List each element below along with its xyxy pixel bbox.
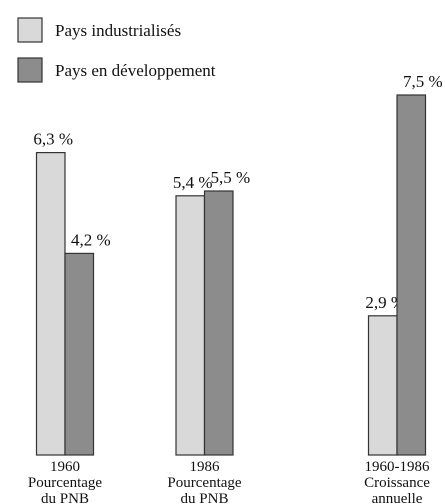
x-tick-label: 1960-1986 (365, 459, 430, 475)
bar (64, 252, 95, 456)
x-tick-label: du PNB (41, 491, 89, 504)
x-tick-label: 1986 (190, 459, 221, 475)
bar (35, 152, 66, 456)
value-label: 7,5 % (403, 72, 443, 91)
bar (367, 315, 398, 456)
bar (175, 195, 206, 456)
value-label: 5,4 % (173, 173, 213, 192)
value-label: 6,3 % (33, 130, 73, 149)
x-tick-label: 1960 (50, 459, 80, 475)
bar (396, 94, 427, 456)
value-label: 5,5 % (211, 168, 251, 187)
x-tick-label: Pourcentage (28, 475, 102, 491)
legend-label: Pays industrialisés (55, 21, 181, 40)
value-label: 2,9 % (365, 293, 405, 312)
value-label: 4,2 % (71, 230, 111, 249)
legend-label: Pays en développement (55, 61, 216, 80)
legend-swatch (17, 17, 43, 43)
x-tick-label: Croissance (364, 475, 430, 491)
x-tick-label: du PNB (181, 491, 229, 504)
legend-swatch (17, 57, 43, 83)
bar (203, 190, 234, 456)
x-tick-label: Pourcentage (167, 475, 241, 491)
x-tick-label: annuelle (372, 491, 423, 504)
